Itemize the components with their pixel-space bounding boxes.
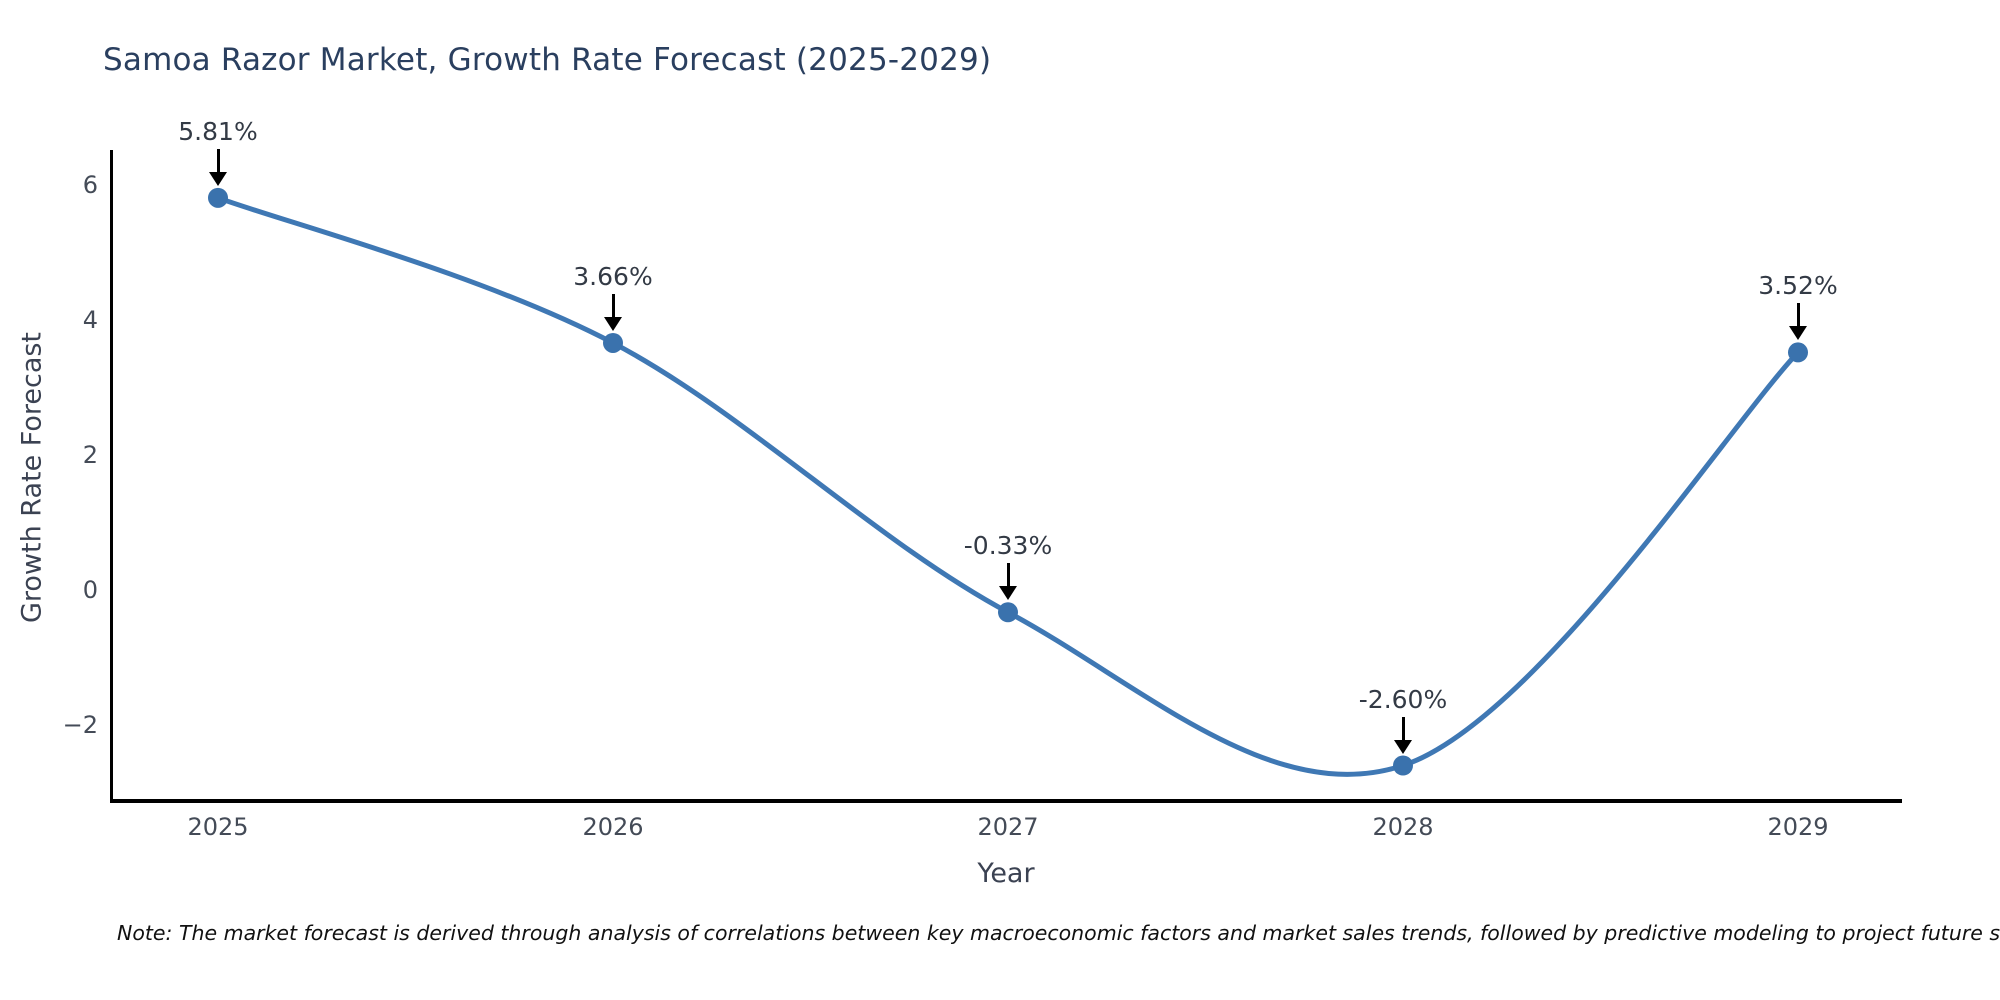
annotation-arrow-shaft <box>1796 303 1800 327</box>
x-tick-label: 2028 <box>1372 813 1434 841</box>
data-point-marker <box>1788 342 1808 363</box>
footnote: Note: The market forecast is derived thr… <box>117 921 2000 945</box>
point-annotation: -2.60% <box>1323 684 1483 754</box>
annotation-arrow-shaft <box>216 148 220 172</box>
point-annotation: 3.52% <box>1718 271 1878 341</box>
x-tick-label: 2027 <box>977 813 1039 841</box>
point-annotation: 5.81% <box>138 116 298 186</box>
data-point-marker <box>998 602 1018 623</box>
point-value-label: 3.66% <box>573 261 653 291</box>
point-value-label: -2.60% <box>1358 684 1448 714</box>
point-annotation: -0.33% <box>928 531 1088 601</box>
x-tick-label: 2025 <box>187 813 249 841</box>
data-point-marker <box>208 187 228 208</box>
forecast-line <box>215 195 1801 777</box>
y-axis-line <box>110 150 113 803</box>
data-point-marker <box>1393 755 1413 776</box>
y-tick-label: −2 <box>62 711 98 739</box>
annotation-arrow-shaft <box>1401 716 1405 740</box>
annotation-arrowhead-icon <box>604 316 622 331</box>
y-tick-label: 2 <box>82 441 98 469</box>
annotation-arrow-shaft <box>1006 563 1010 587</box>
x-tick-label: 2026 <box>582 813 644 841</box>
y-tick-label: 0 <box>82 576 98 604</box>
annotation-arrow-shaft <box>611 293 615 317</box>
point-annotation: 3.66% <box>533 261 693 331</box>
chart-title: Samoa Razor Market, Growth Rate Forecast… <box>103 42 992 78</box>
point-value-label: 5.81% <box>178 116 258 146</box>
annotation-arrowhead-icon <box>1394 739 1412 754</box>
x-axis-line <box>110 799 1902 803</box>
annotation-arrowhead-icon <box>209 171 227 186</box>
point-value-label: 3.52% <box>1758 271 1838 301</box>
x-axis-title: Year <box>977 858 1035 889</box>
annotation-arrowhead-icon <box>999 586 1017 601</box>
data-point-marker <box>603 332 623 353</box>
x-tick-label: 2029 <box>1767 813 1829 841</box>
y-tick-label: 4 <box>82 306 98 334</box>
y-tick-label: 6 <box>82 171 98 199</box>
annotation-arrowhead-icon <box>1789 326 1807 341</box>
point-value-label: -0.33% <box>963 531 1053 561</box>
